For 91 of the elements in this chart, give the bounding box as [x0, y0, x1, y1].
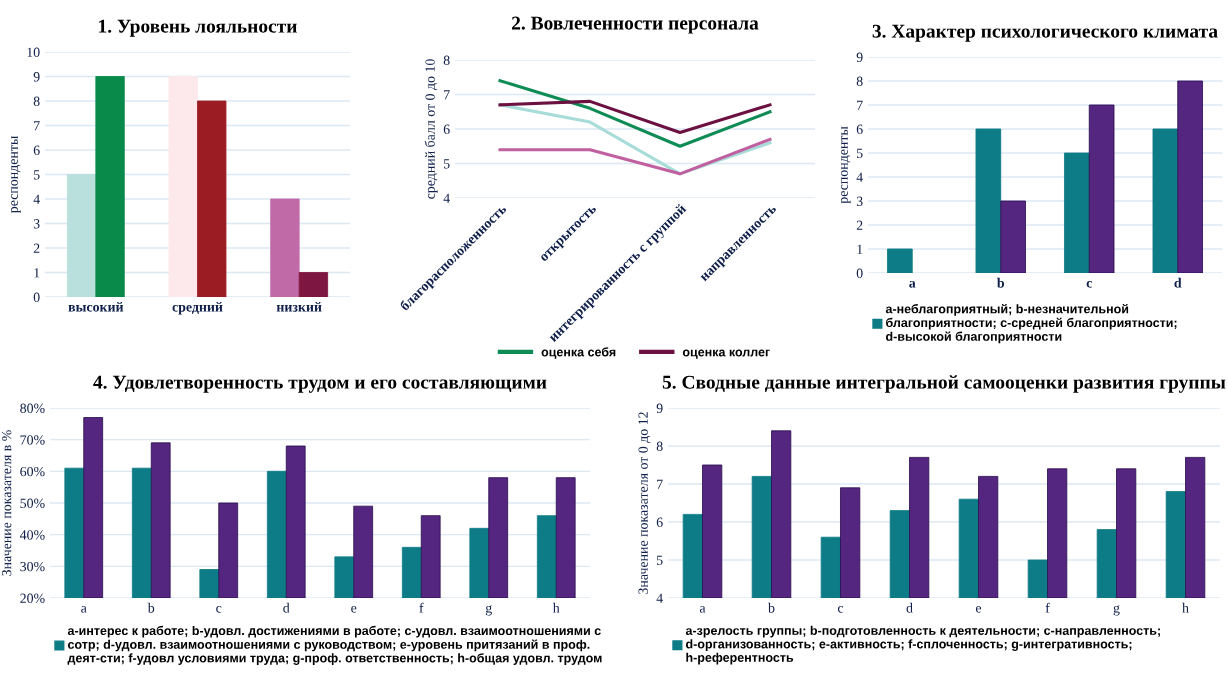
chart-title: 3. Характер психологического климата	[872, 24, 1218, 42]
y-tick-label: 50%	[20, 498, 45, 508]
y-tick-label: 0	[856, 268, 863, 278]
x-tick-label: f	[1045, 602, 1050, 613]
y-tick-label: 6	[33, 145, 40, 155]
y-tick-label: 5	[857, 148, 863, 158]
y-tick-label: 4	[443, 193, 450, 203]
x-tick-label: a	[699, 605, 706, 613]
bar	[298, 272, 329, 297]
y-tick-label: 30%	[20, 561, 45, 572]
x-tick-label: a	[81, 605, 87, 613]
bar	[95, 76, 125, 297]
x-tick-label: c	[216, 605, 222, 613]
y-axis-title: Значение показателя от 0 до 12	[638, 412, 651, 594]
chart-title: 4. Удовлетворенность трудом и его составляющими	[93, 375, 547, 393]
y-tick-label: 8	[33, 96, 40, 106]
x-tick-label: f	[419, 602, 424, 613]
bar	[887, 248, 913, 273]
y-tick-label: 7	[857, 100, 863, 110]
y-tick-label: 4	[33, 194, 40, 204]
bar	[1152, 128, 1179, 273]
y-tick-label: 10	[27, 47, 40, 57]
y-tick-label: 6	[856, 124, 863, 134]
legend-label: a-неблагоприятный; b-незначительной благоприятности; c-средней благоприятности; d-высокой благоприятности	[885, 303, 1177, 344]
x-tick-label: c	[1086, 280, 1092, 288]
chart-title: 5. Сводные данные интегральной самооценки развития группы	[662, 375, 1226, 393]
y-tick-label: 9	[656, 403, 663, 413]
y-tick-label: 1	[857, 244, 863, 254]
bar	[270, 198, 300, 297]
y-axis-title: средний балл от 0 до 10	[424, 59, 438, 199]
y-tick-label: 2	[33, 243, 40, 253]
bar	[1064, 152, 1090, 273]
y-tick-label: 7	[34, 121, 40, 131]
y-tick-label: 5	[34, 170, 40, 180]
y-tick-label: 7	[444, 90, 450, 100]
x-tick-label: c	[837, 605, 844, 613]
y-tick-label: 3	[33, 219, 40, 229]
legend-label: a-интерес к работе; b-удовл. достижениями в работе; c-удовл. взаимоотношениями с сотр; d-удовл. взаимоотношениями с руководством; e-уровень притязаний в проф. деят-сти; f-удовл условиями труда; g-проф. ответственность; h-общая удовл. трудом	[67, 625, 602, 665]
x-tick-label: b	[768, 602, 775, 613]
x-tick-label: d	[1174, 277, 1182, 288]
y-tick-label: 4	[656, 593, 663, 603]
y-tick-label: 80%	[20, 403, 45, 413]
x-tick-label: g	[1113, 605, 1120, 616]
y-tick-label: 40%	[19, 530, 45, 540]
bar	[197, 100, 227, 297]
y-tick-label: 8	[656, 441, 663, 451]
y-tick-label: 6	[443, 124, 450, 134]
y-tick-label: 9	[856, 52, 863, 62]
y-axis-title: Значение показателя в %	[1, 430, 12, 576]
legend-label: оценка коллег	[682, 349, 770, 359]
y-tick-label: 3	[856, 196, 863, 206]
y-tick-label: 20%	[20, 593, 45, 603]
x-tick-label: a	[909, 280, 916, 288]
y-tick-label: 2	[856, 220, 863, 230]
y-tick-label: 7	[657, 479, 663, 489]
chart-title: 2. Вовлеченности персонала	[511, 16, 759, 34]
y-tick-label: 1	[34, 268, 40, 278]
x-tick-label: e	[975, 605, 982, 613]
x-tick-label: e	[351, 605, 357, 613]
y-tick-label: 8	[856, 76, 863, 86]
x-tick-label: b	[147, 602, 155, 613]
y-tick-label: 5	[657, 555, 663, 565]
bar	[1088, 104, 1115, 273]
y-tick-label: 8	[443, 55, 450, 65]
x-tick-label: h	[552, 602, 560, 613]
x-tick-label: d	[906, 602, 913, 613]
y-tick-label: 5	[444, 159, 450, 169]
y-tick-label: 9	[33, 72, 40, 82]
legend-label: оценка себя	[541, 347, 616, 359]
x-tick-label: d	[283, 602, 290, 613]
y-tick-label: 60%	[20, 466, 45, 477]
y-tick-label: 4	[856, 172, 863, 182]
x-tick-label: b	[997, 277, 1005, 288]
bar	[66, 174, 97, 297]
x-tick-label: g	[485, 605, 492, 616]
bar	[168, 76, 198, 297]
line-series	[498, 79, 772, 148]
chart-title: 1. Уровень лояльности	[99, 19, 297, 37]
y-axis-title: респонденты	[11, 136, 21, 214]
y-tick-label: 6	[656, 517, 663, 527]
x-tick-label: высокий	[68, 301, 124, 312]
y-axis-title: респонденты	[841, 126, 851, 204]
x-tick-label: низкий	[276, 301, 322, 312]
y-tick-label: 0	[33, 292, 40, 302]
legend-label: a-зрелость группы; b-подготовленность к деятельности; c-направленность; d-организованность; e-активность; f-сплоченность; g-интегративность; h-референтность	[685, 625, 1160, 665]
bar	[1177, 80, 1203, 273]
bar	[1000, 200, 1026, 273]
y-tick-label: 70%	[20, 435, 45, 445]
bar	[975, 128, 1002, 273]
x-tick-label: h	[1182, 602, 1189, 613]
x-tick-label: средний	[172, 301, 223, 315]
